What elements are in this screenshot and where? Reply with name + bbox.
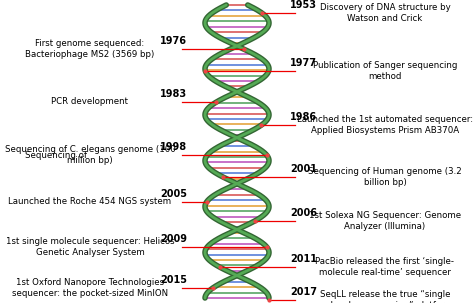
Text: 2017: 2017 bbox=[290, 287, 317, 297]
Text: 1977: 1977 bbox=[290, 58, 317, 68]
Text: 1976: 1976 bbox=[160, 36, 187, 46]
Text: 1st single molecule sequencer: Helicos
Genetic Analyser System: 1st single molecule sequencer: Helicos G… bbox=[6, 237, 174, 257]
Text: 2005: 2005 bbox=[160, 189, 187, 199]
Text: Sequencing of: Sequencing of bbox=[25, 151, 90, 159]
Text: 1983: 1983 bbox=[160, 89, 187, 99]
Text: 2009: 2009 bbox=[160, 234, 187, 244]
Text: Launched the 1st automated sequencer:
Applied Biosystems Prism AB370A: Launched the 1st automated sequencer: Ap… bbox=[297, 115, 473, 135]
Text: 2001: 2001 bbox=[290, 164, 317, 174]
Text: Sequencing of Human genome (3.2
billion bp): Sequencing of Human genome (3.2 billion … bbox=[308, 167, 462, 187]
Text: Sequencing of C. elegans genome (100
million bp): Sequencing of C. elegans genome (100 mil… bbox=[5, 145, 175, 165]
Text: 1998: 1998 bbox=[160, 142, 187, 152]
Text: 1953: 1953 bbox=[290, 0, 317, 10]
Text: Launched the Roche 454 NGS system: Launched the Roche 454 NGS system bbox=[9, 198, 172, 207]
Text: First genome sequenced:
Bacteriophage MS2 (3569 bp): First genome sequenced: Bacteriophage MS… bbox=[26, 39, 155, 59]
Text: Publication of Sanger sequencing
method: Publication of Sanger sequencing method bbox=[313, 61, 457, 81]
Text: 1st Solexa NG Sequencer: Genome
Analyzer (Illumina): 1st Solexa NG Sequencer: Genome Analyzer… bbox=[309, 211, 461, 231]
Text: PacBio released the first ‘single-
molecule real-time’ sequencer: PacBio released the first ‘single- molec… bbox=[316, 257, 455, 277]
Text: 1986: 1986 bbox=[290, 112, 317, 122]
Text: 2011: 2011 bbox=[290, 254, 317, 264]
Text: SeqLL release the true “single
molecule sequencing” platform: SeqLL release the true “single molecule … bbox=[317, 290, 453, 303]
Text: PCR development: PCR development bbox=[52, 98, 128, 106]
Text: 1st Oxford Nanopore Technologies
sequencer: the pocket-sized MinION: 1st Oxford Nanopore Technologies sequenc… bbox=[12, 278, 168, 298]
Text: 2015: 2015 bbox=[160, 275, 187, 285]
Text: 2006: 2006 bbox=[290, 208, 317, 218]
Text: Discovery of DNA structure by
Watson and Crick: Discovery of DNA structure by Watson and… bbox=[319, 3, 450, 23]
